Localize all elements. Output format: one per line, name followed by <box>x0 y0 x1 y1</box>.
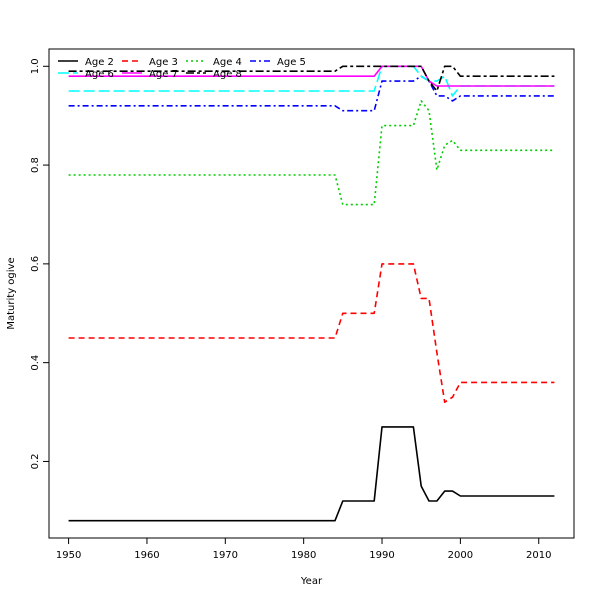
x-tick-label: 2010 <box>526 550 551 561</box>
legend: Age 2 Age 3 Age 4 Age 5 Age 6 Age 7 Age 8 <box>58 57 306 80</box>
y-tick-label: 0.2 <box>30 453 41 469</box>
y-axis: 0.2 0.4 0.6 0.8 1.0 <box>30 58 49 469</box>
y-tick-label: 1.0 <box>30 58 41 74</box>
series-lines <box>68 65 555 522</box>
series-line-age-2 <box>68 426 555 522</box>
series-line-age-5 <box>68 75 555 112</box>
series-line-age-7 <box>68 65 555 87</box>
x-tick-label: 2000 <box>448 550 473 561</box>
x-axis-title: Year <box>300 576 323 587</box>
legend-label-age-8: Age 8 <box>213 69 242 80</box>
y-tick-label: 0.6 <box>30 256 41 272</box>
x-tick-label: 1990 <box>369 550 394 561</box>
legend-label-age-6: Age 6 <box>85 69 114 80</box>
x-tick-label: 1970 <box>213 550 238 561</box>
plot-frame <box>48 48 575 539</box>
legend-label-age-4: Age 4 <box>213 57 242 68</box>
y-tick-label: 0.4 <box>30 355 41 371</box>
legend-label-age-2: Age 2 <box>85 57 114 68</box>
series-line-age-8 <box>68 65 555 92</box>
legend-label-age-5: Age 5 <box>277 57 306 68</box>
y-axis-title: Maturity ogive <box>6 257 17 329</box>
series-line-age-3 <box>68 263 555 403</box>
legend-label-age-7: Age 7 <box>149 69 178 80</box>
x-tick-label: 1950 <box>56 550 81 561</box>
x-tick-label: 1960 <box>134 550 159 561</box>
series-line-age-4 <box>68 100 555 206</box>
x-axis: 1950 1960 1970 1980 1990 2000 2010 <box>56 538 551 561</box>
x-tick-label: 1980 <box>291 550 316 561</box>
y-tick-label: 0.8 <box>30 157 41 173</box>
legend-label-age-3: Age 3 <box>149 57 178 68</box>
